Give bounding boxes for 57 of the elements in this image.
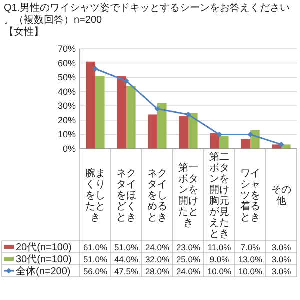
data-label: 3.0%	[272, 266, 292, 276]
bar	[126, 86, 136, 149]
data-label: 61.0%	[83, 242, 108, 252]
legend-label: 20代(n=100)	[16, 242, 72, 254]
data-label: 3.0%	[272, 254, 292, 264]
data-label: 51.0%	[114, 242, 139, 252]
y-tick-label: 60%	[58, 58, 76, 68]
point	[92, 66, 98, 72]
y-tick-label: 70%	[58, 44, 76, 54]
chart-subtitle: 【女性】	[4, 26, 44, 38]
y-tick-label: 0%	[62, 144, 76, 154]
point	[124, 78, 130, 84]
data-label: 32.0%	[145, 254, 170, 264]
data-label: 9.0%	[210, 254, 230, 264]
data-label: 24.0%	[145, 242, 170, 252]
y-tick-label: 50%	[58, 72, 76, 83]
data-label: 28.0%	[145, 266, 170, 276]
bar	[158, 103, 167, 149]
y-tick-label: 30%	[58, 101, 76, 112]
data-label: 51.0%	[83, 254, 108, 264]
bar	[220, 136, 229, 149]
data-label: 11.0%	[208, 242, 232, 252]
y-tick-label: 10%	[58, 130, 76, 140]
bar	[86, 62, 96, 149]
point	[278, 142, 284, 148]
bar	[148, 114, 158, 149]
chart-title: Q1.男性のワイシャツ姿でドキッとするシーンをお答えください。（複数回答）n=200	[4, 2, 290, 26]
x-tick-label: その他	[272, 185, 292, 207]
x-tick-label: 第一ボタンを開けたとき	[178, 162, 198, 229]
bar	[117, 76, 126, 149]
bar	[96, 76, 105, 149]
data-label: 25.0%	[176, 254, 201, 264]
x-tick-label: 腕まくりをしたとき	[86, 168, 106, 224]
x-tick-label: ネクタイをほどくとき	[116, 168, 136, 224]
x-tick-label: ネクタイをしめるとき	[148, 168, 168, 224]
y-tick-label: 20%	[58, 115, 76, 126]
point	[154, 106, 160, 112]
legend-label: 30代(n=100)	[16, 254, 72, 266]
x-tick-label: ワイシャツを着るとき	[240, 168, 260, 224]
point	[186, 112, 192, 118]
bar	[188, 113, 198, 149]
bar	[179, 116, 188, 149]
data-label: 7.0%	[240, 242, 261, 252]
data-label: 13.0%	[238, 254, 263, 264]
bar	[241, 139, 250, 149]
data-label: 23.0%	[176, 242, 201, 252]
data-label: 24.0%	[176, 266, 201, 276]
data-label: 56.0%	[83, 266, 108, 276]
data-label: 47.5%	[114, 266, 139, 276]
y-tick-label: 40%	[58, 86, 76, 97]
data-label: 44.0%	[114, 254, 139, 264]
data-label: 3.0%	[272, 242, 292, 252]
data-label: 10.0%	[207, 266, 232, 276]
x-tick-label: 第二ボタンを開け胸元が見えたとき	[210, 151, 230, 240]
legend-label: 全体(n=200)	[16, 266, 71, 278]
bar	[210, 133, 220, 149]
data-label: 10.0%	[238, 266, 263, 276]
